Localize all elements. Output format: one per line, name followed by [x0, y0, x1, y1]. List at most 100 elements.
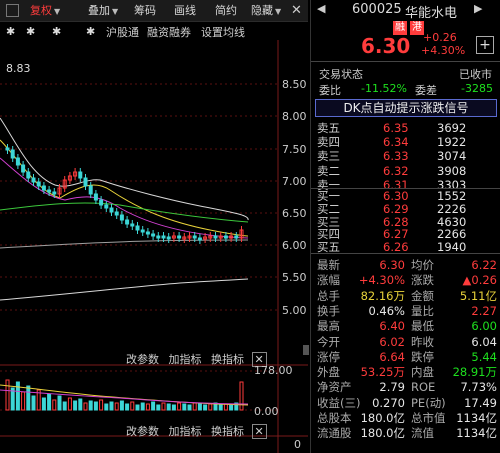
nav-left-icon[interactable]: ◀ — [317, 2, 326, 15]
bid-row[interactable]: 买一 6.30 1552 — [311, 189, 500, 204]
ask-row[interactable]: 卖三 6.33 3074 — [311, 149, 500, 164]
ask-label: 卖五 — [317, 121, 340, 135]
bid-volume: 1552 — [437, 189, 467, 203]
volume-bar — [119, 400, 124, 411]
candle-body — [192, 235, 197, 239]
stats-row: 最高 6.40 最低 6.00 — [311, 319, 500, 334]
candle-body — [218, 235, 223, 239]
grid-lines — [0, 83, 278, 311]
candle-body — [130, 223, 135, 227]
stat-value: 6.04 — [471, 334, 497, 349]
ma-settings-link[interactable]: 设置均线 — [201, 26, 245, 39]
volume-bar — [161, 402, 166, 411]
candle-body — [125, 219, 130, 225]
volume-bar — [192, 402, 197, 411]
candle-body — [151, 233, 156, 237]
simple-mode-button[interactable]: 简约 — [215, 4, 237, 17]
candle-body — [239, 229, 244, 239]
ask-price: 6.35 — [383, 121, 409, 135]
ask-row[interactable]: 卖四 6.34 1922 — [311, 135, 500, 150]
stat-label: 今开 — [317, 334, 340, 349]
stat-label: 总股本 — [317, 411, 352, 425]
ask-price: 6.33 — [383, 149, 409, 164]
bid-price: 6.26 — [383, 240, 409, 255]
ask-row[interactable]: 卖二 6.32 3908 — [311, 164, 500, 179]
stat-label: 量比 — [411, 303, 434, 318]
volume-bar — [182, 403, 187, 411]
price-axis-label: 8.50 — [282, 78, 307, 91]
nav-right-icon[interactable]: ▶ — [474, 2, 483, 15]
switch-indicator-link[interactable]: 换指标 — [211, 353, 244, 366]
volume-bar — [26, 385, 31, 411]
edit-params-link[interactable]: 改参数 — [126, 425, 159, 438]
candle-body — [104, 204, 109, 209]
hide-button[interactable]: 隐藏 ▼ — [251, 2, 281, 20]
add-watchlist-icon[interactable]: + — [476, 36, 494, 54]
candle-body — [10, 149, 15, 159]
chevron-down-icon: ▼ — [275, 7, 282, 16]
ask-price: 6.34 — [383, 135, 409, 150]
fuquan-button[interactable]: 复权 ▼ — [30, 2, 60, 20]
candle-body — [47, 189, 52, 193]
volume-bar — [145, 403, 150, 411]
bid-row[interactable]: 买三 6.28 4630 — [311, 215, 500, 230]
candle-body — [135, 225, 140, 231]
star-marker: ✱ — [6, 25, 16, 38]
close-icon[interactable]: ✕ — [291, 3, 302, 18]
add-indicator-link[interactable]: 加指标 — [168, 425, 202, 438]
bid-label: 买一 — [317, 189, 340, 203]
ask-volume: 3908 — [437, 163, 467, 178]
switch-indicator-link[interactable]: 换指标 — [211, 425, 244, 438]
candle-body — [5, 147, 10, 151]
close-icon[interactable]: ✕ — [251, 424, 267, 439]
candle-body — [41, 185, 46, 191]
ask-volume: 3074 — [437, 149, 467, 164]
stat-label: 最高 — [317, 319, 340, 334]
price-axis-label: 8.00 — [282, 110, 307, 123]
candle-body — [57, 187, 62, 195]
volume-bar — [67, 397, 72, 411]
draw-line-button[interactable]: 画线 — [174, 4, 196, 17]
ma-line-green — [0, 202, 249, 223]
bid-row[interactable]: 买四 6.27 2266 — [311, 227, 500, 242]
overlay-button[interactable]: 叠加 ▼ — [88, 2, 118, 20]
hugutong-link[interactable]: 沪股通 — [106, 26, 139, 39]
stat-label: 换手 — [317, 303, 340, 318]
fuquan-label: 复权 — [30, 4, 52, 17]
stat-label: 净资产 — [317, 380, 352, 395]
stat-label: 外盘 — [317, 365, 340, 380]
kline-chart[interactable] — [0, 40, 308, 453]
chips-button[interactable]: 筹码 — [134, 4, 156, 17]
stat-label: 内盘 — [411, 365, 434, 380]
volume-bar — [88, 400, 93, 411]
dk-signal-button[interactable]: DK点自动提示涨跌信号 — [315, 99, 497, 117]
price-axis-label: 6.00 — [282, 239, 307, 252]
bid-row[interactable]: 买二 6.29 2226 — [311, 202, 500, 217]
candle-body — [166, 236, 171, 240]
ask-row[interactable]: 卖五 6.35 3692 — [311, 121, 500, 136]
volume-bar — [239, 381, 244, 411]
stat-value: 5.44 — [471, 349, 497, 364]
window-square-icon[interactable] — [6, 4, 19, 17]
edit-params-link[interactable]: 改参数 — [126, 353, 159, 366]
candle-body — [62, 179, 67, 189]
close-icon[interactable]: ✕ — [251, 352, 267, 367]
volume-bar — [78, 398, 83, 411]
panel-collapse-handle[interactable] — [303, 345, 309, 355]
bid-label: 买二 — [317, 201, 340, 216]
stat-value: 0.46% — [368, 303, 405, 318]
bid-row[interactable]: 买五 6.26 1940 — [311, 240, 500, 255]
bid-label: 买三 — [317, 214, 340, 229]
stat-value: 2.79 — [379, 380, 405, 395]
candle-body — [213, 235, 218, 239]
weicha-label: 委差 — [415, 84, 437, 97]
stat-value: 6.40 — [379, 319, 405, 334]
stat-label: ROE — [411, 380, 436, 395]
candle-body — [182, 236, 187, 240]
divider — [311, 188, 500, 189]
bid-price: 6.27 — [383, 227, 409, 242]
margin-link[interactable]: 融资融券 — [147, 26, 191, 39]
add-indicator-link[interactable]: 加指标 — [168, 353, 202, 366]
volume-bar — [151, 401, 156, 411]
stat-label: 最新 — [317, 258, 340, 272]
